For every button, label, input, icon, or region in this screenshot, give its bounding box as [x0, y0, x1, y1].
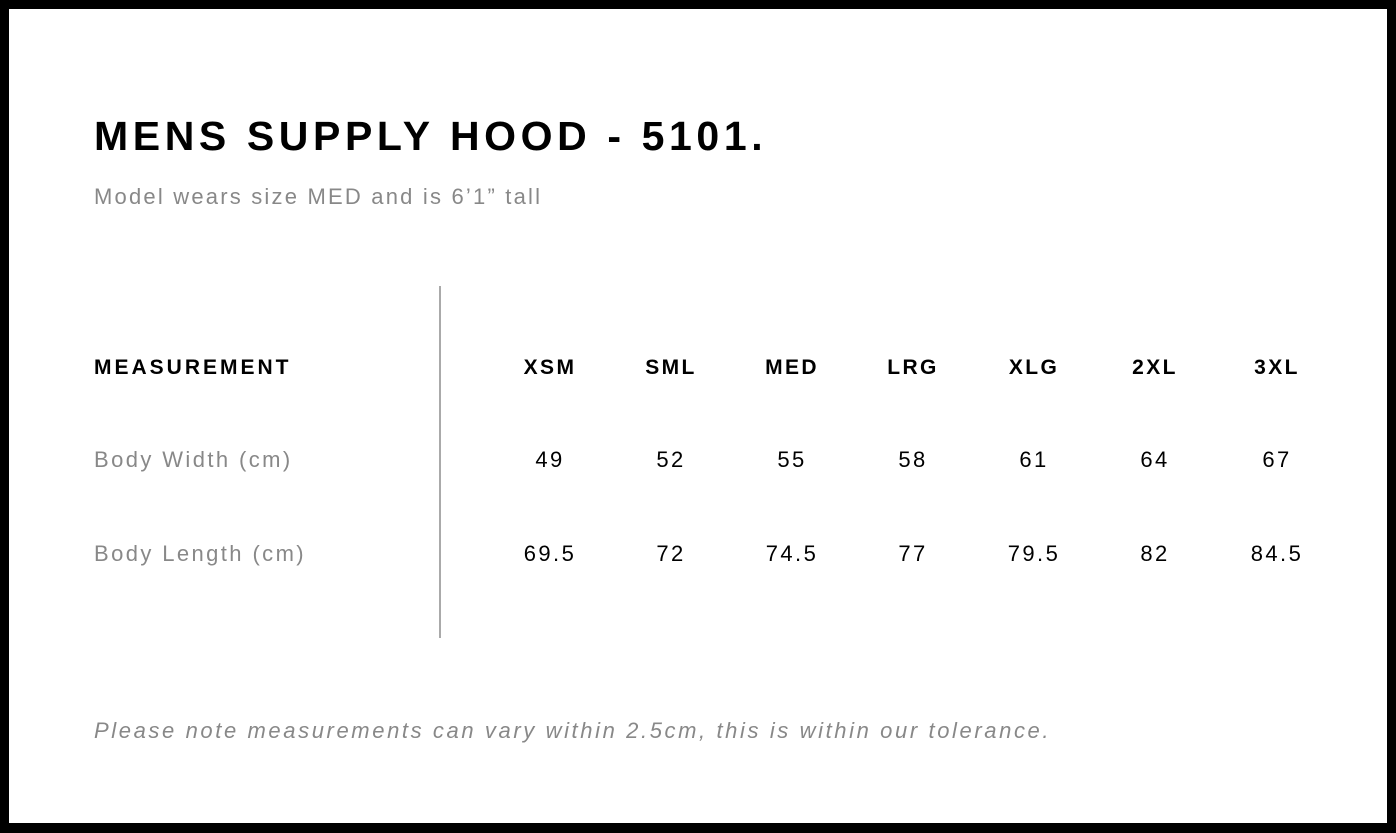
row-label: Body Width (cm)	[94, 447, 293, 472]
size-header: SML	[645, 356, 697, 379]
size-header: XSM	[523, 356, 577, 379]
table-cell: 74.5	[765, 541, 819, 566]
size-header: 2XL	[1132, 356, 1178, 379]
table-cell: 64	[1140, 447, 1170, 472]
table-cell: 82	[1140, 541, 1170, 566]
size-header: MED	[765, 356, 819, 379]
table-cell: 72	[656, 541, 686, 566]
size-header: XLG	[1008, 356, 1060, 379]
table-cell: 55	[777, 447, 807, 472]
tolerance-note: Please note measurements can vary within…	[94, 718, 1052, 743]
table-cell: 84.5	[1250, 541, 1304, 566]
size-header: LRG	[887, 356, 939, 379]
column-divider	[439, 286, 441, 638]
table-cell: 49	[535, 447, 565, 472]
model-info: Model wears size MED and is 6’1” tall	[94, 184, 543, 209]
table-cell: 77	[898, 541, 928, 566]
table-cell: 61	[1019, 447, 1049, 472]
row-label: Body Length (cm)	[94, 541, 307, 566]
table-cell: 58	[898, 447, 928, 472]
table-cell: 52	[656, 447, 686, 472]
table-cell: 69.5	[523, 541, 577, 566]
table-cell: 79.5	[1007, 541, 1061, 566]
table-cell: 67	[1262, 447, 1292, 472]
size-header: 3XL	[1254, 356, 1300, 379]
page-title: MENS SUPPLY HOOD - 5101.	[94, 113, 768, 159]
measurement-header: MEASUREMENT	[94, 356, 292, 379]
size-chart-card: MENS SUPPLY HOOD - 5101. Model wears siz…	[9, 9, 1387, 823]
